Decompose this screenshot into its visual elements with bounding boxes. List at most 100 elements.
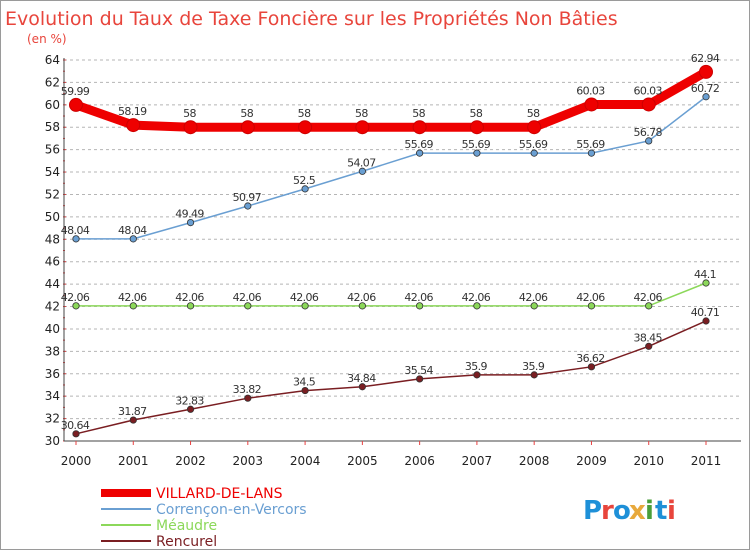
series-meaudre: 42.06 42.06 42.06 42.06 42.06 42.06 42.06 42.06…	[61, 268, 717, 310]
data-point	[702, 279, 710, 287]
data-point	[129, 235, 137, 243]
data-point	[358, 302, 366, 310]
data-point	[530, 149, 538, 157]
y-tick-label: 56	[45, 143, 60, 157]
data-point	[416, 302, 424, 310]
data-label: 44.1	[694, 268, 716, 281]
data-point	[412, 120, 427, 135]
data-point	[186, 405, 195, 413]
data-label: 38.45	[633, 331, 662, 344]
data-point	[244, 202, 252, 210]
data-label: 42.06	[404, 291, 433, 304]
data-label: 58	[470, 107, 483, 120]
x-tick-label: 2007	[462, 454, 493, 468]
logo-letter: i	[667, 496, 676, 526]
logo-letter: r	[601, 496, 614, 526]
data-label: 55.69	[576, 138, 605, 151]
data-label: 35.54	[404, 364, 433, 377]
y-tick-label: 40	[45, 322, 60, 336]
series-line	[71, 67, 711, 132]
y-tick-label: 38	[45, 344, 60, 358]
axes: 30 32 34 36 38 40 42 44 46 48 50 52 54 56 58 60 62 64 2000…	[45, 53, 741, 468]
data-label: 58	[240, 107, 253, 120]
data-label: 42.06	[175, 291, 204, 304]
x-tick-label: 2006	[404, 454, 435, 468]
data-label: 34.5	[293, 376, 316, 389]
data-point	[240, 120, 255, 135]
data-point	[645, 137, 653, 145]
y-tick-label: 52	[45, 187, 60, 201]
data-point	[244, 394, 252, 402]
data-point	[301, 386, 309, 395]
logo-letter: t	[655, 496, 667, 526]
data-point	[645, 342, 653, 350]
data-label: 42.06	[61, 291, 90, 304]
data-label: 35.9	[522, 360, 545, 373]
unit-label: (en %)	[27, 32, 67, 46]
data-label: 42.06	[633, 291, 662, 304]
data-point	[126, 118, 141, 133]
y-tick-label: 64	[45, 53, 60, 67]
series-line	[75, 96, 707, 240]
data-label: 55.69	[462, 138, 491, 151]
data-label: 42.06	[519, 291, 548, 304]
data-point	[473, 302, 481, 310]
data-point	[641, 97, 656, 112]
y-tick-label: 36	[45, 367, 60, 381]
data-label: 58	[298, 107, 311, 120]
y-tick-label: 42	[45, 300, 60, 314]
data-point	[584, 97, 599, 112]
y-tick-label: 34	[45, 389, 60, 403]
data-label: 62.94	[691, 52, 720, 65]
data-point	[473, 371, 481, 379]
series-line	[75, 320, 707, 435]
series-layer: 30.64 31.87 32.83 33.82 34.5 34.84 35.54 35.9 35…	[61, 52, 720, 438]
data-point	[702, 317, 710, 325]
series-rencurel: 30.64 31.87 32.83 33.82 34.5 34.84 35.54 35.9 35…	[61, 306, 720, 438]
data-point	[244, 302, 252, 310]
series-correncon-en-vercors: 48.04 48.04 49.49 50.97 52.5 54.07 55.69 55.69 5…	[61, 82, 720, 243]
data-point	[699, 64, 713, 79]
y-tick-label: 30	[45, 434, 60, 448]
data-point	[69, 97, 83, 112]
data-label: 56.78	[633, 126, 662, 139]
data-label: 36.62	[576, 352, 605, 365]
data-label: 42.06	[462, 291, 491, 304]
x-tick-label: 2004	[290, 454, 321, 468]
data-point	[183, 120, 198, 135]
x-tick-label: 2010	[633, 454, 664, 468]
data-label: 50.97	[233, 191, 262, 204]
data-label: 42.06	[576, 291, 605, 304]
data-label: 42.06	[233, 291, 262, 304]
data-point	[416, 149, 424, 157]
data-label: 60.03	[576, 84, 605, 97]
data-label: 58.19	[118, 105, 147, 118]
data-point	[358, 383, 366, 391]
x-tick-label: 2009	[576, 454, 607, 468]
data-label: 35.9	[465, 360, 488, 373]
data-point	[72, 302, 80, 310]
data-point	[702, 93, 710, 101]
data-point	[587, 149, 596, 157]
y-tick-label: 32	[45, 412, 60, 426]
y-tick-label: 46	[45, 255, 60, 269]
data-point	[129, 416, 137, 424]
legend-label: Méaudre	[156, 518, 217, 534]
x-tick-label: 2005	[347, 454, 378, 468]
data-point	[587, 302, 596, 310]
data-label: 52.5	[293, 174, 316, 187]
data-point	[301, 302, 309, 310]
series-line	[75, 282, 707, 307]
data-label: 60.72	[691, 82, 720, 95]
y-tick-label: 48	[45, 232, 60, 246]
data-label: 55.69	[404, 138, 433, 151]
x-tick-label: 2002	[175, 454, 206, 468]
data-point	[355, 120, 370, 135]
data-point	[358, 167, 366, 175]
legend: VILLARD-DE-LANSCorrençon-en-VercorsMéaud…	[101, 486, 307, 549]
data-label: 42.06	[118, 291, 147, 304]
data-label: 31.87	[118, 405, 147, 418]
y-tick-label: 54	[45, 165, 60, 179]
